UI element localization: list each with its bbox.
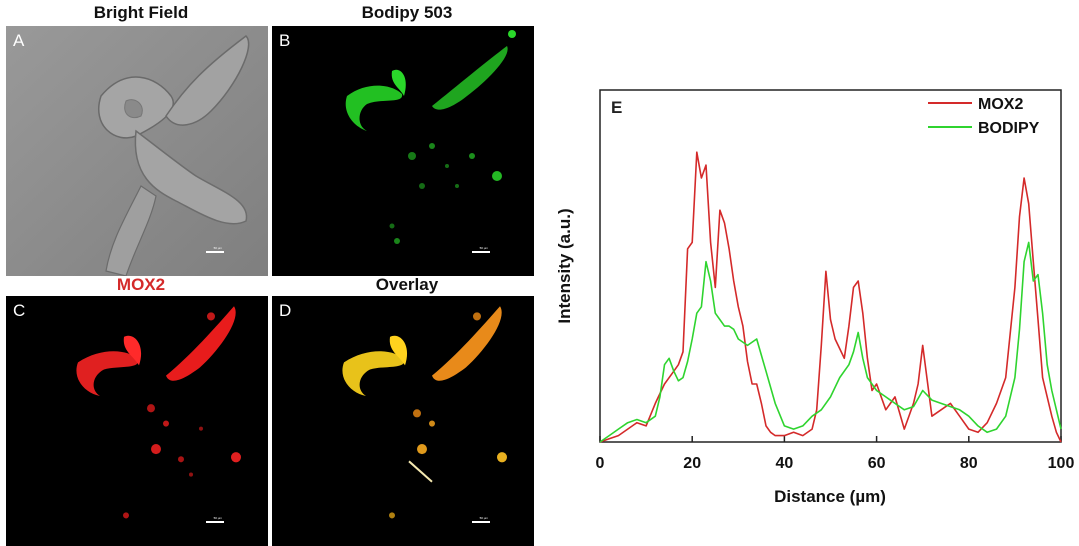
panel-d-title: Overlay: [375, 275, 439, 294]
panel-a-title: Bright Field: [93, 3, 189, 22]
series-line-bodipy: [599, 241, 1062, 443]
scale-label: 50 µm: [213, 516, 222, 520]
overlay-image: D 50 µm: [272, 296, 534, 546]
series-line-mox2: [599, 151, 1062, 443]
panel-e-letter: E: [611, 98, 622, 117]
series-lines: [599, 151, 1062, 443]
x-axis-label: Distance (µm): [774, 487, 886, 506]
panel-a-letter: A: [13, 31, 25, 50]
plot-frame: [599, 89, 1062, 443]
scale-bar: [206, 251, 224, 253]
scale-bar: [472, 251, 490, 253]
x-tick-label: 60: [868, 455, 886, 472]
scale-label: 50 µm: [213, 246, 222, 250]
scale-label: 50 µm: [479, 246, 488, 250]
panel-d-letter: D: [279, 301, 292, 320]
y-axis-label: Intensity (a.u.): [555, 208, 574, 323]
x-tick-label: 40: [776, 455, 794, 472]
bright-field-image: A 50 µm: [6, 26, 268, 276]
scale-bar: [472, 521, 490, 523]
x-axis-ticks: 0 20 40 60 80 100: [596, 436, 1075, 472]
panel-c-title: MOX2: [116, 275, 166, 294]
x-tick-label: 100: [1048, 455, 1075, 472]
x-tick-label: 80: [960, 455, 978, 472]
panel-b-title: Bodipy 503: [361, 3, 453, 22]
x-tick-label: 20: [683, 455, 701, 472]
legend-label-bodipy: BODIPY: [978, 120, 1040, 137]
mox2-image: C 50 µm: [6, 296, 268, 546]
panel-c-letter: C: [13, 301, 26, 320]
legend-label-mox2: MOX2: [978, 96, 1023, 113]
legend: MOX2 BODIPY: [928, 96, 1040, 137]
x-tick-label: 0: [596, 455, 605, 472]
panel-b-letter: B: [279, 31, 291, 50]
scale-label: 50 µm: [479, 516, 488, 520]
scale-bar: [206, 521, 224, 523]
bodipy-image: B 50 µm: [272, 26, 534, 276]
